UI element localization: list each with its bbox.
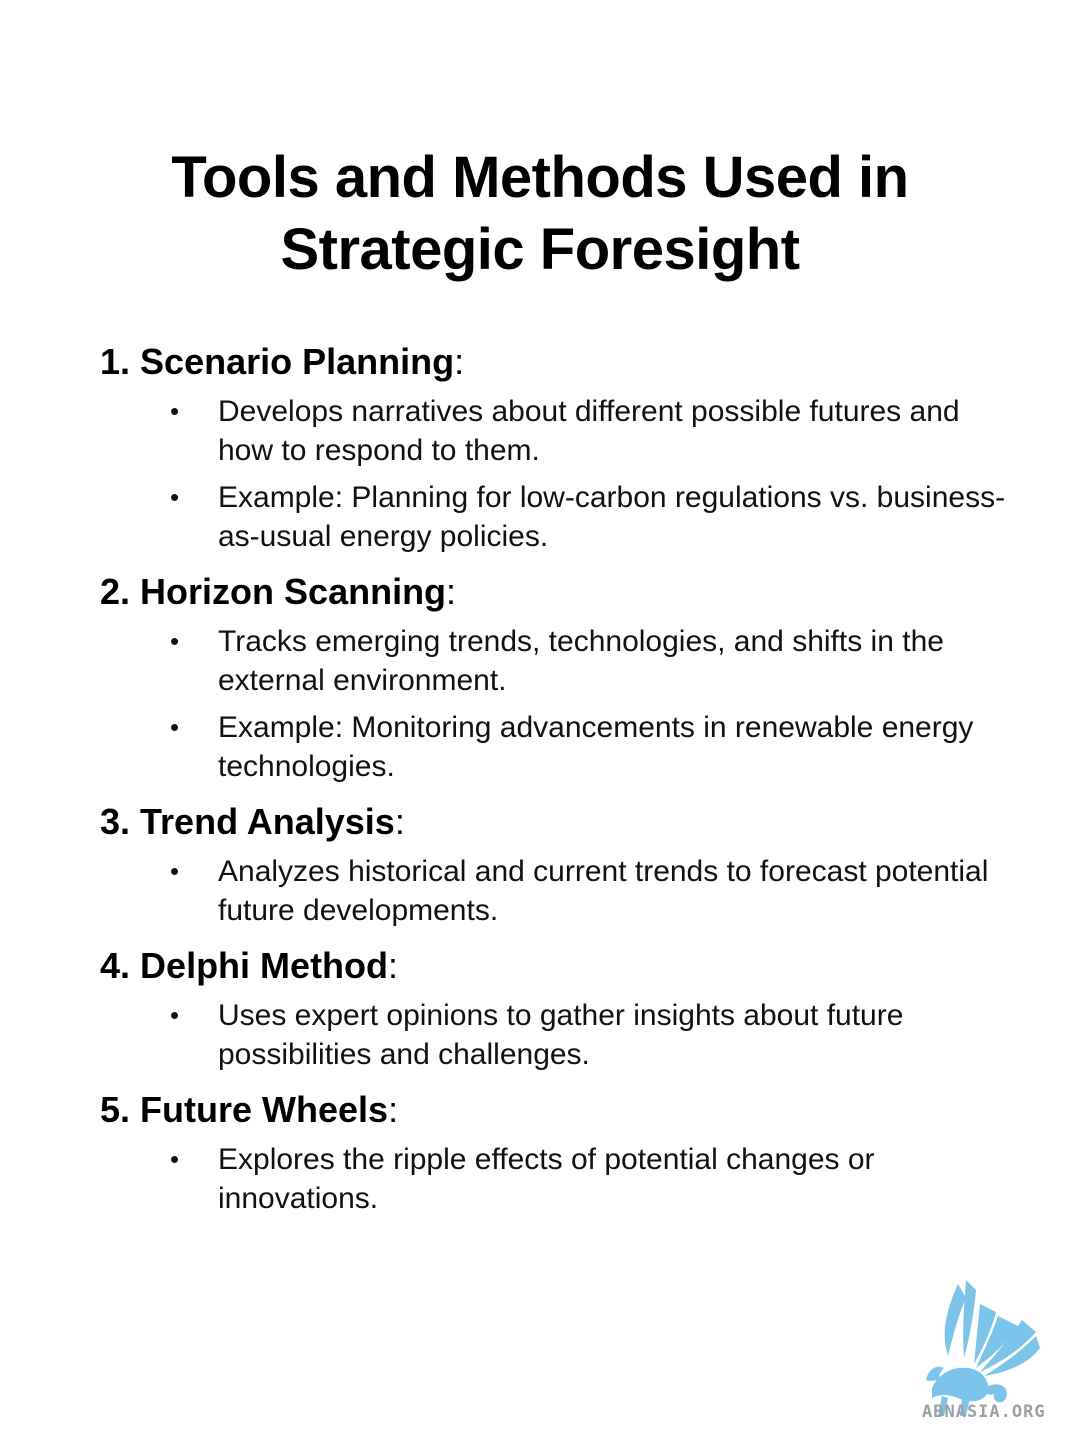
section-colon: : [388, 945, 399, 986]
section-heading: 1. Scenario Planning: [100, 338, 1020, 386]
section-name: Scenario Planning [140, 341, 455, 382]
bullet-icon: • [170, 482, 180, 512]
griffin-logo-icon [926, 1280, 1040, 1416]
section-heading: 4. Delphi Method: [100, 942, 1020, 990]
bullet-icon: • [170, 626, 180, 656]
section-scenario-planning: 1. Scenario Planning: • Develops narrativ… [100, 338, 1020, 556]
bullet-list: • Develops narratives about different pos… [100, 392, 1020, 556]
section-trend-analysis: 3. Trend Analysis: • Analyzes historical … [100, 798, 1020, 930]
bullet-text: Example: Monitoring advancements in rene… [218, 711, 974, 783]
section-number: 5. [100, 1089, 131, 1130]
logo-wordmark: ABNASIA.ORG [922, 1402, 1046, 1422]
bullet-item: • Uses expert opinions to gather insights… [100, 996, 1020, 1074]
section-colon: : [446, 571, 457, 612]
bullet-item: • Example: Planning for low-carbon regula… [100, 478, 1020, 556]
bullet-item: • Example: Monitoring advancements in ren… [100, 708, 1020, 786]
section-delphi-method: 4. Delphi Method: • Uses expert opinions … [100, 942, 1020, 1074]
section-heading: 2. Horizon Scanning: [100, 568, 1020, 616]
bullet-item: • Explores the ripple effects of potentia… [100, 1140, 1020, 1218]
bullet-text: Analyzes historical and current trends t… [218, 855, 989, 927]
bullet-text: Develops narratives about different poss… [218, 395, 960, 467]
bullet-item: • Analyzes historical and current trends … [100, 852, 1020, 930]
bullet-icon: • [170, 396, 180, 426]
bullet-list: • Analyzes historical and current trends … [100, 852, 1020, 930]
section-number: 2. [100, 571, 131, 612]
page-title-line-1: Tools and Methods Used in [171, 145, 909, 210]
section-future-wheels: 5. Future Wheels: • Explores the ripple e… [100, 1086, 1020, 1218]
section-name: Trend Analysis [140, 801, 395, 842]
bullet-text: Example: Planning for low-carbon regulat… [218, 481, 1006, 553]
bullet-item: • Tracks emerging trends, technologies, a… [100, 622, 1020, 700]
section-heading: 3. Trend Analysis: [100, 798, 1020, 846]
section-number: 1. [100, 341, 131, 382]
bullet-icon: • [170, 856, 180, 886]
bullet-icon: • [170, 1000, 180, 1030]
bullet-icon: • [170, 1144, 180, 1174]
section-name: Horizon Scanning [140, 571, 447, 612]
bullet-item: • Develops narratives about different pos… [100, 392, 1020, 470]
bullet-icon: • [170, 712, 180, 742]
bullet-list: • Uses expert opinions to gather insights… [100, 996, 1020, 1074]
section-colon: : [454, 341, 465, 382]
bullet-list: • Explores the ripple effects of potentia… [100, 1140, 1020, 1218]
methods-list: 1. Scenario Planning: • Develops narrativ… [100, 338, 1020, 1226]
section-number: 3. [100, 801, 131, 842]
bullet-text: Explores the ripple effects of potential… [218, 1143, 875, 1215]
bullet-text: Uses expert opinions to gather insights … [218, 999, 904, 1071]
section-colon: : [388, 1089, 399, 1130]
section-horizon-scanning: 2. Horizon Scanning: • Tracks emerging tr… [100, 568, 1020, 786]
bullet-text: Tracks emerging trends, technologies, an… [218, 625, 944, 697]
page-title-line-2: Strategic Foresight [280, 217, 800, 282]
section-name: Delphi Method [140, 945, 389, 986]
section-number: 4. [100, 945, 131, 986]
section-heading: 5. Future Wheels: [100, 1086, 1020, 1134]
bullet-list: • Tracks emerging trends, technologies, a… [100, 622, 1020, 786]
section-name: Future Wheels [140, 1089, 389, 1130]
page-title: Tools and Methods Used in Strategic Fore… [0, 142, 1080, 286]
section-colon: : [394, 801, 405, 842]
